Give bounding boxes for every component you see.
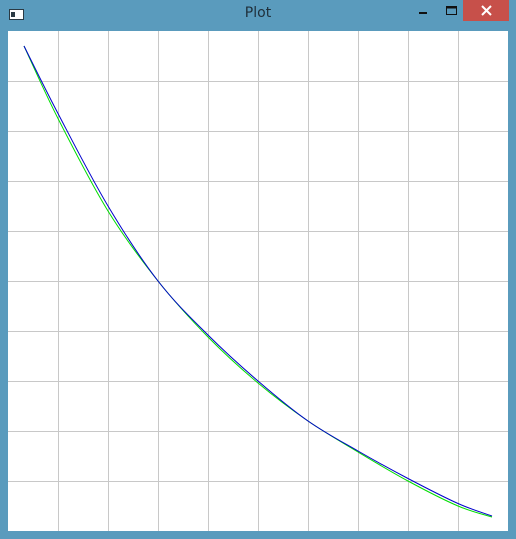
close-button[interactable] [463,0,509,21]
maximize-icon [445,5,457,15]
plot-chart [8,31,508,531]
maximize-button[interactable] [437,0,465,21]
close-icon [480,5,492,16]
series-line-1 [23,45,493,517]
title-bar[interactable]: Plot [0,0,516,30]
app-window-icon[interactable] [9,9,24,20]
series-line-2 [23,45,493,518]
minimize-icon [419,11,427,14]
plot-area [8,31,508,531]
minimize-button[interactable] [409,0,437,21]
